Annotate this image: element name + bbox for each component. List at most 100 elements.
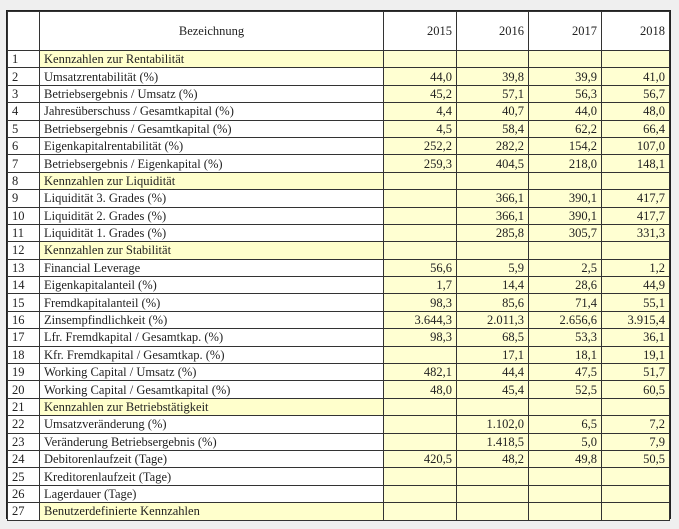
value-cell-2016[interactable]: 285,8 xyxy=(456,223,529,243)
value-cell-2015[interactable] xyxy=(383,241,457,260)
value-cell-2015[interactable] xyxy=(383,415,457,434)
value-cell-2015[interactable]: 3.644,3 xyxy=(383,310,457,330)
value-cell-2017[interactable] xyxy=(528,171,602,191)
value-cell-2015[interactable]: 4,4 xyxy=(383,102,457,121)
value-cell-2018[interactable]: 148,1 xyxy=(601,154,670,173)
value-cell-2017[interactable]: 62,2 xyxy=(528,119,602,138)
row-label-cell[interactable]: Kennzahlen zur Liquidität xyxy=(39,171,384,191)
value-cell-2015[interactable]: 48,0 xyxy=(383,380,457,399)
row-label-cell[interactable]: Lagerdauer (Tage) xyxy=(39,484,384,504)
value-cell-2015[interactable]: 98,3 xyxy=(383,293,457,312)
value-cell-2015[interactable] xyxy=(383,484,457,504)
row-label-cell[interactable]: Betriebsergebnis / Eigenkapital (%) xyxy=(39,154,384,173)
row-label-cell[interactable]: Eigenkapitalanteil (%) xyxy=(39,276,384,295)
value-cell-2015[interactable]: 98,3 xyxy=(383,328,457,347)
value-cell-2018[interactable]: 107,0 xyxy=(601,136,670,156)
value-cell-2017[interactable] xyxy=(528,502,602,521)
value-cell-2016[interactable]: 48,2 xyxy=(456,449,529,469)
value-cell-2016[interactable] xyxy=(456,484,529,504)
row-label-cell[interactable]: Kennzahlen zur Stabilität xyxy=(39,241,384,260)
value-cell-2018[interactable]: 51,7 xyxy=(601,363,670,382)
value-cell-2016[interactable]: 68,5 xyxy=(456,328,529,347)
value-cell-2016[interactable]: 404,5 xyxy=(456,154,529,173)
value-cell-2018[interactable]: 417,7 xyxy=(601,206,670,225)
value-cell-2017[interactable]: 39,9 xyxy=(528,67,602,86)
row-number-cell[interactable]: 26 xyxy=(7,484,40,504)
row-number-cell[interactable]: 20 xyxy=(7,380,40,399)
row-label-cell[interactable]: Betriebsergebnis / Umsatz (%) xyxy=(39,84,384,104)
value-cell-2018[interactable]: 55,1 xyxy=(601,293,670,312)
row-label-cell[interactable]: Working Capital / Gesamtkapital (%) xyxy=(39,380,384,399)
value-cell-2018[interactable] xyxy=(601,484,670,504)
value-cell-2018[interactable]: 56,7 xyxy=(601,84,670,104)
row-label-cell[interactable]: Kennzahlen zur Rentabilität xyxy=(39,49,384,69)
row-number-cell[interactable]: 13 xyxy=(7,258,40,278)
value-cell-2015[interactable] xyxy=(383,502,457,521)
value-cell-2016[interactable]: 2.011,3 xyxy=(456,310,529,330)
row-number-cell[interactable]: 9 xyxy=(7,189,40,208)
value-cell-2016[interactable]: 40,7 xyxy=(456,102,529,121)
value-cell-2015[interactable] xyxy=(383,467,457,486)
value-cell-2018[interactable]: 41,0 xyxy=(601,67,670,86)
row-label-cell[interactable]: Zinsempfindlichkeit (%) xyxy=(39,310,384,330)
value-cell-2015[interactable]: 252,2 xyxy=(383,136,457,156)
value-cell-2016[interactable] xyxy=(456,171,529,191)
value-cell-2018[interactable] xyxy=(601,241,670,260)
row-number-cell[interactable]: 15 xyxy=(7,293,40,312)
value-cell-2016[interactable]: 44,4 xyxy=(456,363,529,382)
row-number-cell[interactable]: 19 xyxy=(7,363,40,382)
value-cell-2016[interactable]: 282,2 xyxy=(456,136,529,156)
value-cell-2016[interactable]: 14,4 xyxy=(456,276,529,295)
value-cell-2015[interactable] xyxy=(383,189,457,208)
value-cell-2018[interactable]: 7,9 xyxy=(601,432,670,451)
row-number-cell[interactable]: 7 xyxy=(7,154,40,173)
value-cell-2017[interactable]: 71,4 xyxy=(528,293,602,312)
value-cell-2017[interactable]: 6,5 xyxy=(528,415,602,434)
row-label-cell[interactable]: Kfr. Fremdkapital / Gesamtkap. (%) xyxy=(39,345,384,365)
value-cell-2016[interactable]: 366,1 xyxy=(456,206,529,225)
value-cell-2015[interactable]: 482,1 xyxy=(383,363,457,382)
row-number-cell[interactable]: 27 xyxy=(7,502,40,521)
row-number-cell[interactable]: 24 xyxy=(7,449,40,469)
value-cell-2017[interactable] xyxy=(528,484,602,504)
value-cell-2015[interactable] xyxy=(383,432,457,451)
value-cell-2018[interactable]: 7,2 xyxy=(601,415,670,434)
value-cell-2017[interactable]: 154,2 xyxy=(528,136,602,156)
row-label-cell[interactable]: Liquidität 1. Grades (%) xyxy=(39,223,384,243)
value-cell-2016[interactable] xyxy=(456,241,529,260)
row-label-cell[interactable]: Financial Leverage xyxy=(39,258,384,278)
value-cell-2015[interactable]: 420,5 xyxy=(383,449,457,469)
row-number-cell[interactable]: 5 xyxy=(7,119,40,138)
value-cell-2016[interactable]: 57,1 xyxy=(456,84,529,104)
value-cell-2018[interactable]: 331,3 xyxy=(601,223,670,243)
row-label-cell[interactable]: Kennzahlen zur Betriebstätigkeit xyxy=(39,397,384,417)
row-number-cell[interactable]: 16 xyxy=(7,310,40,330)
row-label-cell[interactable]: Benutzerdefinierte Kennzahlen xyxy=(39,502,384,521)
row-label-cell[interactable]: Working Capital / Umsatz (%) xyxy=(39,363,384,382)
row-number-cell[interactable]: 14 xyxy=(7,276,40,295)
row-number-cell[interactable]: 11 xyxy=(7,223,40,243)
row-label-cell[interactable]: Jahresüberschuss / Gesamtkapital (%) xyxy=(39,102,384,121)
value-cell-2016[interactable]: 1.102,0 xyxy=(456,415,529,434)
value-cell-2017[interactable]: 28,6 xyxy=(528,276,602,295)
value-cell-2017[interactable]: 47,5 xyxy=(528,363,602,382)
value-cell-2017[interactable]: 18,1 xyxy=(528,345,602,365)
value-cell-2016[interactable]: 85,6 xyxy=(456,293,529,312)
row-number-cell[interactable]: 1 xyxy=(7,49,40,69)
value-cell-2015[interactable]: 44,0 xyxy=(383,67,457,86)
value-cell-2016[interactable]: 1.418,5 xyxy=(456,432,529,451)
row-number-cell[interactable]: 21 xyxy=(7,397,40,417)
value-cell-2015[interactable]: 259,3 xyxy=(383,154,457,173)
value-cell-2015[interactable]: 4,5 xyxy=(383,119,457,138)
value-cell-2016[interactable] xyxy=(456,49,529,69)
row-number-cell[interactable]: 17 xyxy=(7,328,40,347)
value-cell-2016[interactable]: 39,8 xyxy=(456,67,529,86)
value-cell-2018[interactable] xyxy=(601,49,670,69)
row-label-cell[interactable]: Lfr. Fremdkapital / Gesamtkap. (%) xyxy=(39,328,384,347)
row-number-cell[interactable]: 12 xyxy=(7,241,40,260)
value-cell-2018[interactable]: 417,7 xyxy=(601,189,670,208)
value-cell-2016[interactable] xyxy=(456,397,529,417)
value-cell-2015[interactable] xyxy=(383,345,457,365)
value-cell-2018[interactable]: 3.915,4 xyxy=(601,310,670,330)
value-cell-2017[interactable] xyxy=(528,467,602,486)
